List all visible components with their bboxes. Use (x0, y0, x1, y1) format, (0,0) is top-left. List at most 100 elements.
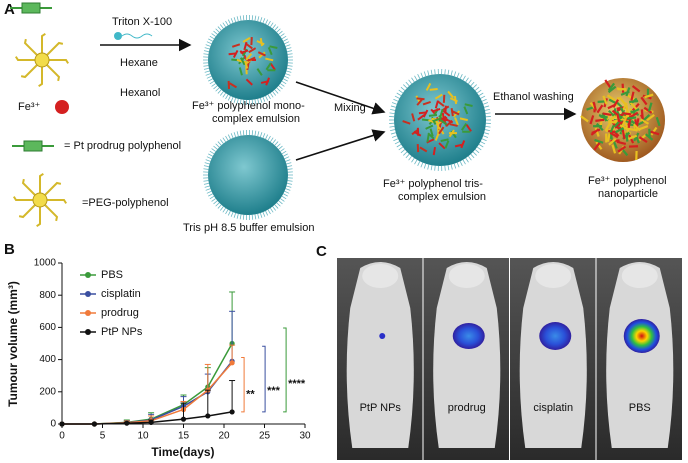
complex (635, 118, 640, 128)
fringe (405, 81, 410, 87)
fringe (209, 150, 215, 155)
significance: *** (267, 385, 281, 397)
fringe (470, 81, 475, 87)
complex (229, 82, 238, 89)
complex (450, 108, 454, 117)
y-tick-label: 200 (39, 386, 56, 397)
fringe (390, 105, 396, 108)
fringe (420, 72, 424, 78)
fringe (403, 84, 408, 89)
fringe (257, 131, 260, 137)
fringe (468, 79, 472, 84)
point (59, 421, 65, 427)
complex (629, 111, 639, 119)
fringe (203, 168, 209, 170)
complex (611, 144, 617, 154)
fringe (225, 20, 229, 26)
fringe (222, 207, 226, 213)
fringe (287, 50, 293, 53)
fringe (472, 151, 477, 156)
complex (593, 141, 601, 151)
point (229, 360, 235, 366)
fringe (217, 26, 222, 31)
fringe (262, 211, 266, 217)
fringe (472, 84, 477, 89)
emulsion (208, 135, 288, 215)
peg-arm (38, 60, 43, 88)
y-tick-label: 600 (39, 322, 56, 333)
fringe (239, 15, 242, 21)
legend-text: = Pt prodrug polyphenol (64, 140, 181, 152)
complex (464, 103, 473, 107)
complex (402, 120, 411, 125)
fringe (206, 156, 212, 160)
fringe (398, 146, 404, 151)
fringe (434, 165, 436, 171)
peg-arm (41, 41, 64, 61)
fringe (236, 98, 239, 104)
fringe (283, 78, 288, 82)
legend-marker (85, 329, 91, 335)
complex (441, 112, 446, 121)
fringe (276, 28, 281, 33)
y-tick-label: 800 (39, 290, 56, 301)
fringe (265, 95, 269, 101)
caption: complex emulsion (212, 113, 300, 125)
legend-label: PBS (101, 269, 123, 281)
fringe (242, 214, 245, 220)
complex (245, 53, 253, 61)
fringe (444, 165, 446, 171)
complex (411, 113, 416, 122)
photo-label: PtP NPs (360, 402, 402, 414)
complex (439, 108, 444, 118)
complex (432, 117, 442, 122)
fringe (420, 162, 424, 168)
fringe (227, 95, 231, 101)
complex (629, 101, 638, 110)
fringe (203, 67, 209, 70)
step: Ethanol washing (493, 91, 574, 103)
point (124, 420, 130, 426)
fringe (230, 18, 234, 24)
fringe (254, 130, 257, 136)
legend-marker (85, 291, 91, 297)
signal (452, 323, 485, 349)
x-tick-label: 5 (100, 431, 106, 442)
complex (625, 132, 629, 142)
fringe (434, 69, 436, 75)
fringe (230, 133, 234, 139)
fringe (217, 141, 222, 146)
fringe (206, 41, 212, 45)
fringe (391, 135, 397, 138)
complex (608, 137, 617, 146)
fringe (462, 75, 466, 81)
fringe (481, 98, 487, 102)
fringe (251, 15, 254, 21)
complex (594, 127, 600, 137)
fringe (278, 85, 283, 90)
label: Fe³⁺ (18, 101, 41, 113)
fringe (257, 16, 260, 22)
peg-arm (12, 196, 40, 201)
fringe (393, 98, 399, 102)
x-tick-label: 30 (299, 431, 311, 442)
mouse (433, 262, 501, 448)
complex (439, 118, 448, 126)
complex (615, 126, 625, 134)
complex (432, 108, 441, 113)
fringe (389, 126, 395, 128)
peg-arm (41, 59, 61, 82)
fringe (417, 73, 421, 79)
fringe (287, 165, 293, 168)
legend-marker (85, 272, 91, 278)
complex (618, 96, 627, 105)
fringe (203, 50, 209, 53)
fringe (222, 92, 226, 98)
fringe (430, 69, 433, 75)
fringe (470, 153, 475, 159)
fringe (286, 162, 292, 165)
fringe (257, 213, 260, 219)
point (180, 416, 187, 422)
fringe (411, 157, 415, 163)
fringe (227, 19, 231, 25)
